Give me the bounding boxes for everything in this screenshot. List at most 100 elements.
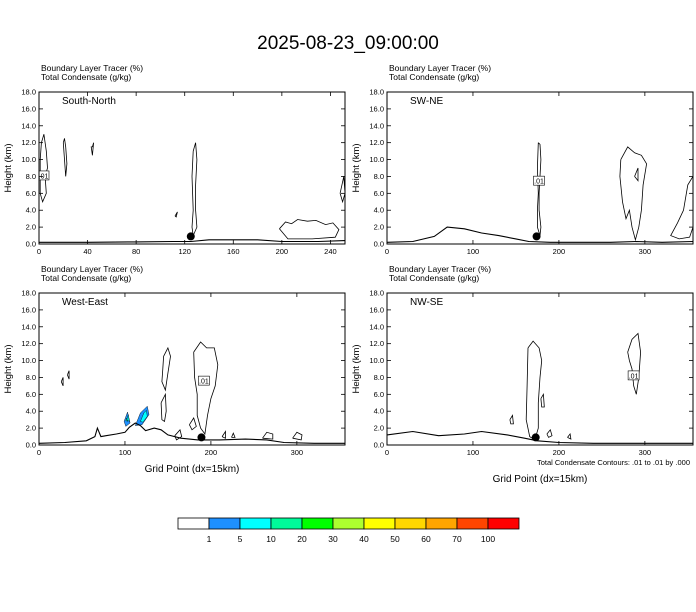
location-marker [197,433,206,442]
x-tick-label: 300 [291,448,304,457]
panel-header-line: Total Condensate (g/kg) [41,273,131,283]
contour-label-text: .01 [39,173,49,180]
panel-south-north: Boundary Layer Tracer (%)Total Condensat… [3,63,346,256]
x-tick-label: 300 [639,247,652,256]
y-tick-label: 4.0 [374,407,384,416]
y-tick-label: 16.0 [369,104,384,113]
condensate-contour [60,377,64,387]
y-tick-label: 18.0 [21,289,36,298]
y-tick-label: 2.0 [374,223,384,232]
x-tick-label: 200 [553,247,566,256]
y-axis-label: Height (km) [351,143,362,192]
colorbar-swatch [456,517,489,530]
y-tick-label: 0.0 [26,240,36,249]
colorbar-swatch [301,517,334,530]
panel-header-line: Boundary Layer Tracer (%) [41,63,143,73]
y-tick-label: 0.0 [374,441,384,450]
y-tick-label: 10.0 [21,356,36,365]
condensate-contour [262,431,274,440]
condensate-contour [193,341,219,436]
x-tick-label: 0 [385,247,389,256]
y-tick-label: 14.0 [369,322,384,331]
y-tick-label: 8.0 [374,373,384,382]
colorbar-swatch [177,517,210,530]
condensate-contour [39,134,48,203]
x-tick-label: 0 [37,448,41,457]
figure-title: 2025-08-23_09:00:00 [257,33,439,54]
condensate-contour [292,431,303,441]
y-tick-label: 12.0 [21,339,36,348]
y-tick-label: 16.0 [21,305,36,314]
contour-label-text: .01 [199,379,209,386]
x-tick-label: 100 [119,448,132,457]
panel-west-east: Boundary Layer Tracer (%)Total Condensat… [3,264,346,475]
panel-header-line: Total Condensate (g/kg) [41,72,131,82]
plot-area: .01 [387,332,693,444]
panel-name: South-North [62,96,116,107]
x-axis-label: Grid Point (dx=15km) [493,474,588,485]
x-tick-label: 160 [227,247,240,256]
contour-label-text: .01 [534,179,544,186]
colorbar-swatch [270,517,303,530]
y-tick-label: 10.0 [21,155,36,164]
condensate-contour [619,146,648,242]
condensate-contour [174,428,183,441]
y-tick-label: 14.0 [21,121,36,130]
panel-name: NW-SE [410,297,443,308]
y-tick-label: 10.0 [369,356,384,365]
colorbar-swatch [332,517,365,530]
x-tick-label: 80 [132,247,140,256]
y-axis-label: Height (km) [3,344,14,393]
y-tick-label: 18.0 [369,88,384,97]
condensate-contour [546,428,553,438]
plot-frame [386,91,694,245]
x-axis-label: Grid Point (dx=15km) [145,464,240,475]
y-tick-label: 4.0 [374,206,384,215]
condensate-contour [90,142,94,156]
condensate-contour [189,417,197,431]
terrain-line [387,226,693,243]
y-tick-label: 0.0 [374,240,384,249]
condensate-contour [174,211,178,218]
y-tick-label: 18.0 [369,289,384,298]
condensate-contour [161,346,171,392]
condensate-contour [540,392,545,408]
plot-area: .01 [387,142,693,243]
x-tick-label: 100 [467,247,480,256]
terrain-line [387,430,693,444]
x-tick-label: 240 [324,247,337,256]
y-tick-label: 8.0 [374,172,384,181]
y-tick-label: 6.0 [374,390,384,399]
y-tick-label: 12.0 [369,138,384,147]
plot-area: .01 [39,341,345,444]
colorbar-swatch [208,517,241,530]
panel-header-line: Boundary Layer Tracer (%) [389,264,491,274]
plot-frame [386,292,694,446]
y-axis-label: Height (km) [3,143,14,192]
condensate-contour [634,167,639,182]
x-tick-label: 200 [553,448,566,457]
condensate-contour [509,414,514,425]
contour-interval-footnote: Total Condensate Contours: .01 to .01 by… [537,458,690,467]
condensate-contour [525,340,543,441]
y-tick-label: 6.0 [26,390,36,399]
colorbar-level-label: 1 [207,534,212,544]
y-tick-label: 10.0 [369,155,384,164]
condensate-contour [339,176,345,204]
y-tick-label: 6.0 [26,189,36,198]
location-marker [531,433,540,442]
condensate-contour [536,142,542,236]
contour-label: .01 [627,370,640,380]
y-tick-label: 14.0 [369,121,384,130]
y-tick-label: 2.0 [26,424,36,433]
contour-label: .01 [39,170,50,180]
condensate-contour [627,332,642,395]
tracer-shaded-area [125,417,128,422]
x-tick-label: 200 [205,448,218,457]
condensate-contour [567,433,572,440]
condensate-contour [191,142,198,238]
plot-frame [38,292,346,446]
panel-header-line: Total Condensate (g/kg) [389,273,479,283]
panels: Boundary Layer Tracer (%)Total Condensat… [3,63,694,485]
